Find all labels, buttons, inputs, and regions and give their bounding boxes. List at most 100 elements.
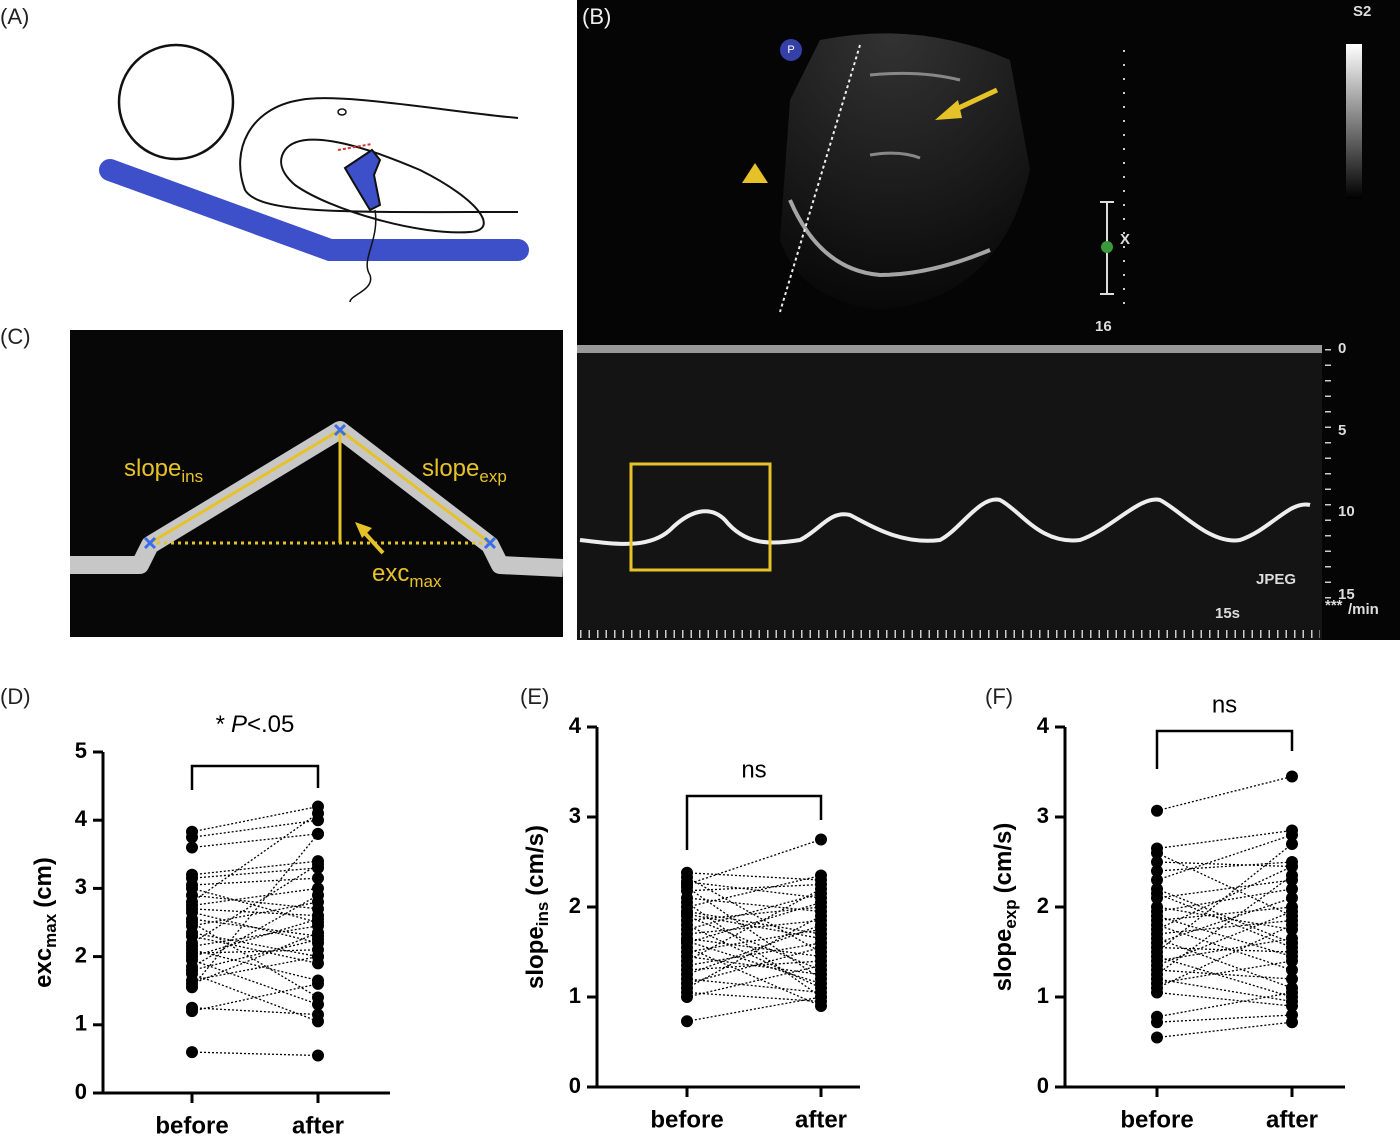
exc-sub: max bbox=[409, 572, 442, 591]
pair-line bbox=[686, 876, 822, 953]
pair-line bbox=[191, 918, 319, 958]
pair-line bbox=[1156, 1021, 1293, 1039]
exc-text: exc bbox=[372, 560, 409, 587]
pair-line bbox=[1156, 829, 1293, 850]
slope-ins-sub: ins bbox=[181, 467, 203, 486]
pair-line bbox=[686, 955, 822, 976]
pair-line bbox=[191, 887, 319, 907]
pair-line bbox=[191, 932, 319, 958]
point bbox=[815, 968, 827, 981]
pair-line bbox=[686, 886, 822, 980]
pair-line bbox=[1156, 906, 1293, 931]
rate-stars: *** bbox=[1325, 597, 1343, 614]
annotation: ns bbox=[1212, 691, 1237, 718]
pair-line bbox=[686, 940, 822, 985]
pair-line bbox=[1156, 775, 1293, 812]
y-tick-label: 3 bbox=[75, 874, 87, 899]
pair-line bbox=[1156, 910, 1293, 967]
point bbox=[312, 913, 324, 926]
panel-b: (B) P S2 X 16 0 5 10 15 JPEG 15s *** /min bbox=[577, 0, 1400, 640]
point bbox=[1286, 986, 1298, 999]
probe-marker bbox=[780, 39, 802, 61]
x-tick-label: before bbox=[1120, 1106, 1193, 1133]
panel-label: (C) bbox=[0, 324, 31, 349]
pair-line bbox=[1156, 874, 1293, 976]
m-mode-image bbox=[577, 345, 1322, 640]
point bbox=[1286, 932, 1298, 945]
point bbox=[1286, 869, 1298, 882]
y-tick-label: 0 bbox=[75, 1079, 87, 1104]
pair-line bbox=[191, 911, 319, 944]
bed bbox=[99, 159, 529, 261]
point bbox=[186, 841, 198, 854]
pair-line bbox=[1156, 915, 1293, 958]
panel-label: (B) bbox=[582, 4, 611, 29]
x-tick-label: after bbox=[795, 1106, 847, 1133]
pair-line bbox=[1156, 865, 1293, 931]
pair-line bbox=[191, 877, 319, 886]
point bbox=[681, 1015, 693, 1028]
x-tick-label: after bbox=[292, 1112, 344, 1136]
body bbox=[239, 97, 519, 214]
panel-label: (F) bbox=[985, 684, 1013, 709]
significance-bracket bbox=[1155, 729, 1294, 769]
y-tick-label: 0 bbox=[569, 1073, 581, 1098]
arrow-head bbox=[935, 100, 962, 120]
navel bbox=[337, 108, 347, 116]
pair-line bbox=[1156, 946, 1293, 953]
pair-line bbox=[686, 913, 822, 940]
pair-line bbox=[191, 812, 319, 903]
significance-bracket bbox=[190, 764, 320, 790]
pair-line bbox=[686, 881, 822, 899]
pair-line bbox=[191, 894, 319, 910]
point bbox=[312, 889, 324, 902]
pair-line bbox=[686, 883, 822, 892]
chart: (F) 0 1 2 3 4 before after slopeexp (cm/s) ns bbox=[985, 684, 1345, 1133]
y-tick-label: 5 bbox=[75, 738, 87, 763]
pair-line bbox=[686, 924, 822, 989]
pair-line bbox=[1156, 969, 1293, 980]
point bbox=[1151, 856, 1163, 868]
point bbox=[815, 919, 827, 931]
y-label-sub: exp bbox=[1001, 899, 1020, 928]
pair-line bbox=[191, 833, 319, 988]
pair-line bbox=[191, 867, 319, 879]
point bbox=[186, 1046, 198, 1059]
point bbox=[312, 858, 324, 871]
point bbox=[186, 831, 198, 844]
pair-line bbox=[191, 908, 319, 917]
pair-line bbox=[191, 938, 319, 971]
pair-line bbox=[686, 978, 822, 994]
format-label: JPEG bbox=[1256, 571, 1296, 588]
depth-tick-label: 15 bbox=[1338, 586, 1355, 603]
pair-line bbox=[686, 838, 822, 886]
point bbox=[1286, 856, 1298, 868]
y-axis-label: slopeins (cm/s) bbox=[522, 825, 552, 989]
point bbox=[815, 991, 827, 1003]
pair-line bbox=[686, 946, 822, 985]
pair-line bbox=[191, 833, 319, 849]
point bbox=[1151, 865, 1163, 877]
point bbox=[186, 981, 198, 994]
slope-ins-text: slope bbox=[124, 455, 181, 482]
point bbox=[312, 1049, 324, 1062]
y-tick-label: 3 bbox=[1037, 803, 1049, 828]
m-mode-cursor bbox=[779, 44, 861, 313]
point bbox=[1151, 986, 1163, 999]
slope-exp-sub: exp bbox=[479, 467, 506, 486]
x-tick-label: after bbox=[1266, 1106, 1318, 1133]
significance-bracket bbox=[685, 794, 823, 850]
pair-line bbox=[191, 955, 319, 982]
pair-line bbox=[191, 894, 319, 968]
pair-line bbox=[686, 874, 822, 908]
vertex-markers bbox=[143, 423, 497, 550]
point bbox=[815, 833, 827, 846]
point bbox=[312, 950, 324, 963]
exc-arrow-head bbox=[355, 522, 372, 538]
point bbox=[1286, 883, 1298, 895]
panel-a: (A) bbox=[0, 4, 529, 303]
point bbox=[815, 896, 827, 909]
y-label-sub: max bbox=[41, 913, 60, 948]
y-tick-label: 4 bbox=[569, 713, 582, 738]
pair-line bbox=[1156, 892, 1293, 949]
